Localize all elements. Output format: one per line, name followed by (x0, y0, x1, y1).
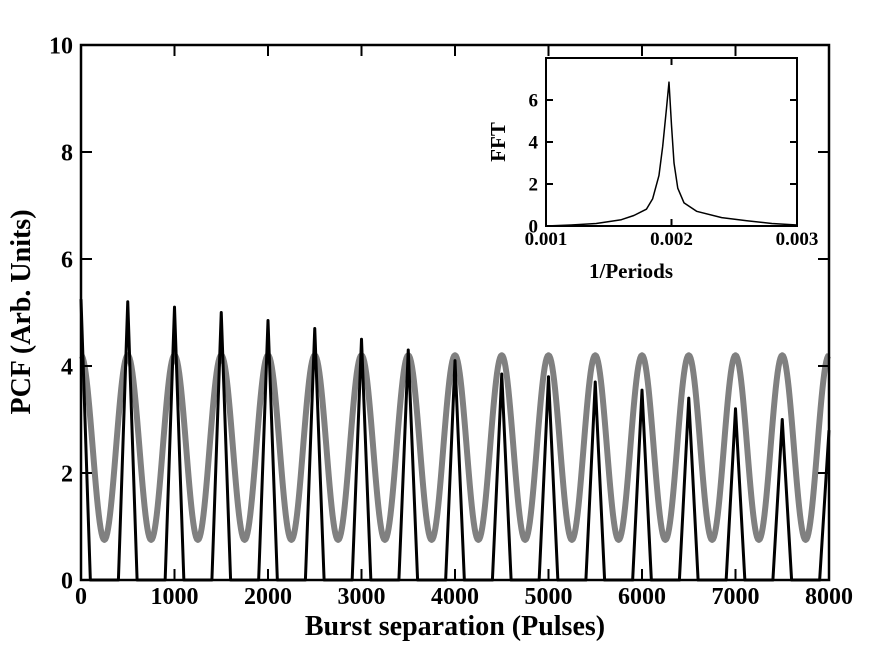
inset-background (546, 58, 797, 226)
main-x-axis-title: Burst separation (Pulses) (305, 611, 605, 642)
x-tick-label: 6000 (618, 584, 666, 610)
y-tick-label: 8 (61, 140, 73, 166)
inset-x-axis-title: 1/Periods (589, 259, 673, 283)
y-tick-label: 0 (529, 217, 539, 238)
main-y-axis-title: PCF (Arb. Units) (6, 209, 37, 414)
y-tick-label: 2 (61, 461, 73, 487)
main-ticks-group: 0 1000 2000 3000 4000 5000 6000 7000 8000 0 2 4 6 8 10 (49, 33, 853, 610)
y-tick-label: 2 (529, 175, 539, 196)
x-tick-label: 0.002 (650, 229, 693, 250)
x-tick-label: 0 (75, 584, 87, 610)
x-tick-label: 2000 (244, 584, 292, 610)
y-tick-label: 0 (61, 568, 73, 594)
y-tick-label: 4 (61, 354, 73, 380)
x-tick-label: 7000 (712, 584, 760, 610)
x-tick-label: 0.003 (776, 229, 819, 250)
main-series-group (78, 299, 832, 582)
main-plot: 0 1000 2000 3000 4000 5000 6000 7000 8000 0 2 4 6 8 10… (6, 33, 853, 642)
y-tick-label: 4 (529, 133, 539, 154)
y-tick-label: 10 (49, 33, 73, 59)
series-line-1 (545, 81, 798, 227)
x-tick-label: 8000 (805, 584, 853, 610)
x-tick-label: 4000 (431, 584, 479, 610)
y-tick-label: 6 (61, 247, 73, 273)
series-line-1 (78, 352, 832, 543)
inset-series-group (545, 81, 798, 227)
inset-ticks-group: 0.001 0.002 0.003 0 2 4 6 (525, 58, 819, 250)
y-tick-label: 6 (529, 91, 539, 112)
inset-plot: 0.001 0.002 0.003 0 2 4 6 1/Periods FFT (486, 57, 819, 283)
x-tick-label: 1000 (151, 584, 199, 610)
x-tick-label: 0.001 (525, 229, 568, 250)
inset-y-axis-title: FFT (486, 122, 510, 162)
x-tick-label: 5000 (525, 584, 573, 610)
x-tick-label: 3000 (338, 584, 386, 610)
